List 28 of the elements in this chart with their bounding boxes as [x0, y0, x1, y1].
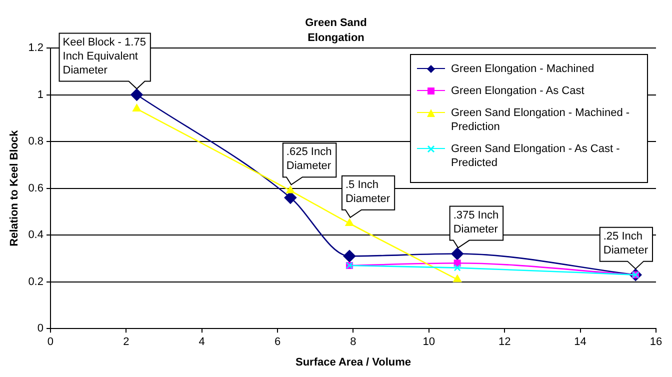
annotation: Keel Block - 1.75 Inch Equivalent Diameter — [62, 36, 146, 76]
annotation: .25 Inch Diameter — [603, 230, 648, 256]
y-tick-label: 0.4 — [28, 229, 44, 242]
x-tick-label: 8 — [350, 336, 356, 348]
x-tick-label: 16 — [650, 336, 662, 348]
legend-label: Green Sand Elongation - Machined - Prediction — [451, 106, 631, 134]
annotation: .375 Inch Diameter — [453, 209, 499, 236]
y-tick-label: 0 — [37, 322, 44, 335]
legend-label: Green Sand Elongation - As Cast - Predicted — [451, 142, 621, 170]
y-axis-title: Relation to Keel Block — [8, 129, 21, 246]
y-tick-label: 0.8 — [28, 136, 44, 148]
x-tick-label: 10 — [422, 336, 436, 348]
legend-label: Green Elongation - Machined — [451, 62, 596, 76]
x-tick-label: 14 — [574, 336, 586, 348]
x-tick-label: 12 — [498, 336, 511, 348]
y-tick-label: 0.2 — [28, 276, 44, 288]
x-tick-label: 0 — [47, 336, 54, 348]
y-tick-label: 1.2 — [28, 42, 44, 54]
x-tick-label: 6 — [274, 336, 281, 348]
x-axis-title: Surface Area / Volume — [295, 356, 412, 368]
x-tick-label: 4 — [198, 336, 205, 348]
legend-label: Green Elongation - As Cast — [451, 84, 586, 98]
chart-title: Green Sand Elongation — [304, 16, 368, 46]
y-tick-label: 0.6 — [28, 182, 44, 194]
y-tick-label: 1 — [37, 88, 44, 101]
annotation: .5 Inch Diameter — [345, 178, 390, 205]
x-tick-label: 2 — [123, 336, 130, 348]
annotation: .625 Inch Diameter — [286, 146, 332, 172]
